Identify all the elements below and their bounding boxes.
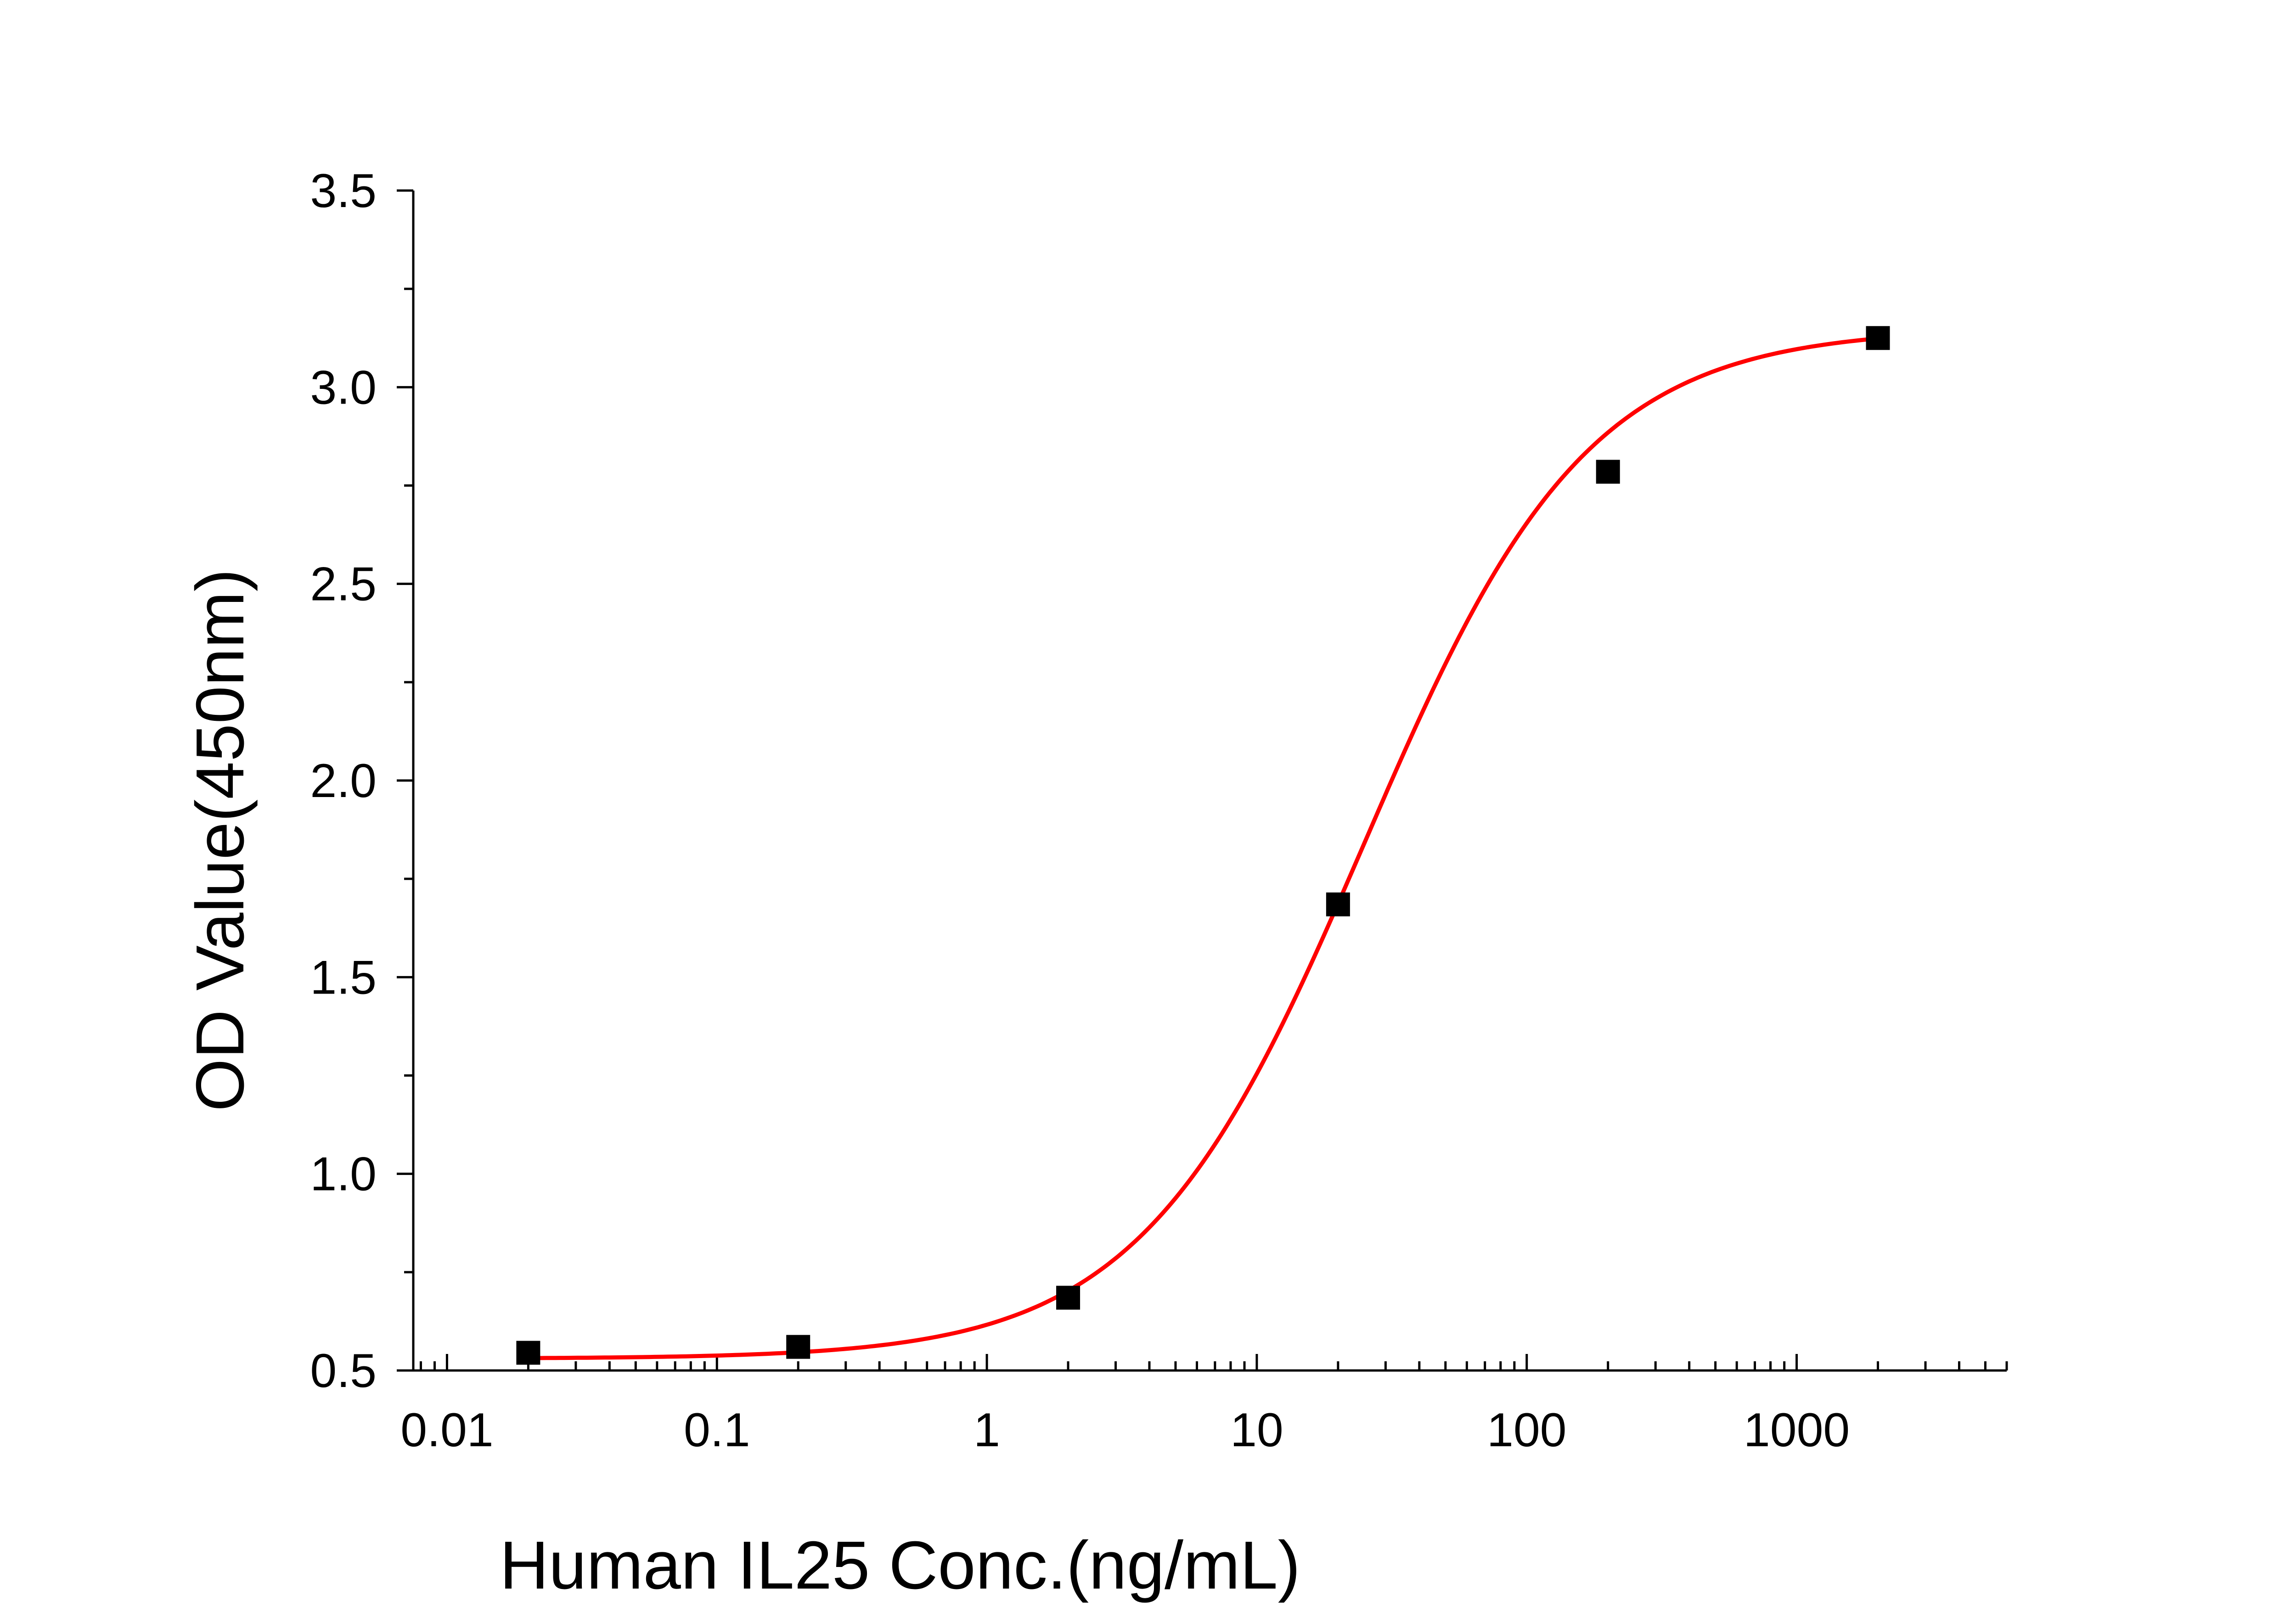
y-tick-label: 1.5 xyxy=(310,951,377,1004)
x-tick-label: 100 xyxy=(1487,1404,1567,1457)
y-tick-label: 0.5 xyxy=(310,1344,377,1398)
data-point xyxy=(1056,1286,1080,1310)
x-axis-title: Human IL25 Conc.(ng/mL) xyxy=(500,1528,1300,1603)
data-point xyxy=(1866,326,1890,350)
x-tick-label: 0.1 xyxy=(684,1404,750,1457)
y-tick-label: 3.5 xyxy=(310,164,377,218)
data-point xyxy=(1596,460,1620,484)
data-point xyxy=(1326,892,1350,916)
data-points xyxy=(516,326,1890,1365)
data-point xyxy=(786,1335,810,1359)
y-axis-title: OD Value(450nm) xyxy=(182,569,258,1112)
x-tick-label: 1000 xyxy=(1744,1404,1850,1457)
x-tick-label: 1 xyxy=(974,1404,1000,1457)
y-tick-labels: 0.5 1.0 1.5 2.0 2.5 3.0 3.5 xyxy=(310,164,377,1398)
y-tick-label: 2.5 xyxy=(310,558,377,611)
y-tick-label: 1.0 xyxy=(310,1148,377,1201)
y-tick-label: 2.0 xyxy=(310,754,377,808)
axes xyxy=(397,189,2008,1372)
x-tick-labels: 0.01 0.1 1 10 100 1000 xyxy=(400,1404,1850,1457)
fit-curve xyxy=(528,336,1878,1360)
x-tick-label: 0.01 xyxy=(400,1404,493,1457)
x-tick-label: 10 xyxy=(1230,1404,1283,1457)
data-point xyxy=(516,1341,540,1365)
y-tick-label: 3.0 xyxy=(310,361,377,414)
